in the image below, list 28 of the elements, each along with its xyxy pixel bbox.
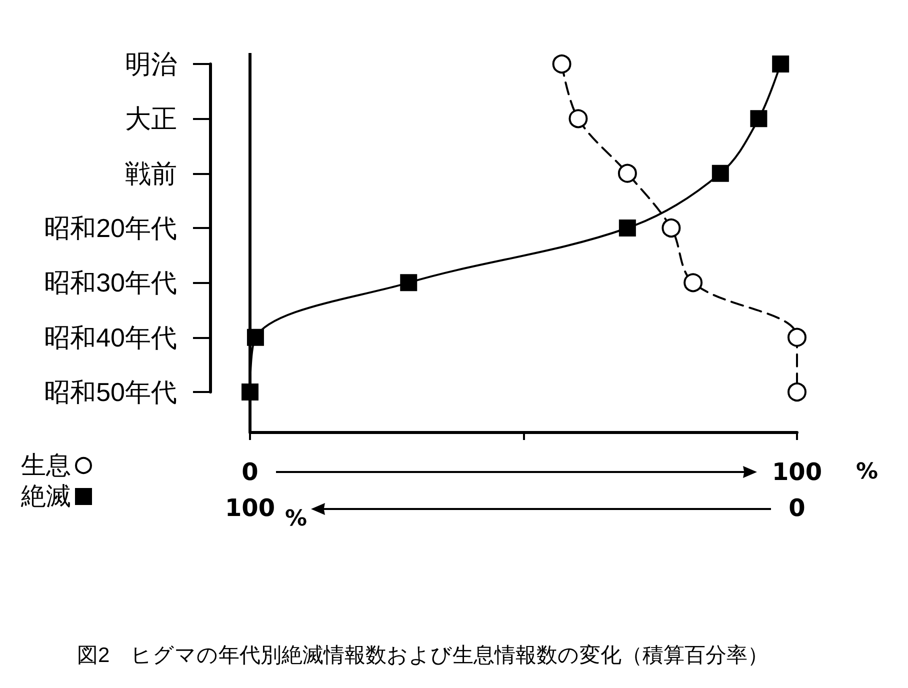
y-tick-label: 明治 bbox=[125, 49, 177, 79]
point bbox=[552, 54, 572, 74]
point bbox=[750, 110, 768, 128]
point bbox=[618, 164, 637, 183]
legend-label: 絶滅 bbox=[20, 482, 71, 510]
y-tick-label: 昭和40年代 bbox=[44, 322, 177, 352]
x-axis-title: % bbox=[856, 460, 878, 484]
point bbox=[772, 56, 790, 72]
x2-tick-label: 100 bbox=[224, 494, 276, 522]
point bbox=[242, 384, 258, 400]
y-tick-label: 昭和30年代 bbox=[44, 268, 177, 298]
point bbox=[788, 328, 806, 347]
point bbox=[684, 273, 703, 292]
y-tick-label: 大正 bbox=[125, 104, 177, 134]
y-tick-label: 昭和20年代 bbox=[44, 213, 177, 243]
point bbox=[788, 382, 806, 402]
y-tick-label: 戦前 bbox=[125, 158, 177, 188]
point bbox=[712, 164, 729, 182]
y-tick-label: 昭和50年代 bbox=[44, 377, 177, 407]
point bbox=[618, 220, 636, 236]
x2-tick-label: 0 bbox=[788, 494, 806, 522]
text: 図2 ヒグマの年代別絶滅情報数および生息情報数の変化（積算百分率） bbox=[77, 644, 769, 667]
point bbox=[568, 109, 588, 128]
point bbox=[246, 328, 264, 346]
point bbox=[662, 218, 681, 238]
point bbox=[400, 274, 418, 292]
legend-label: 生息 bbox=[21, 452, 71, 480]
x2-axis-title: % bbox=[284, 506, 308, 532]
